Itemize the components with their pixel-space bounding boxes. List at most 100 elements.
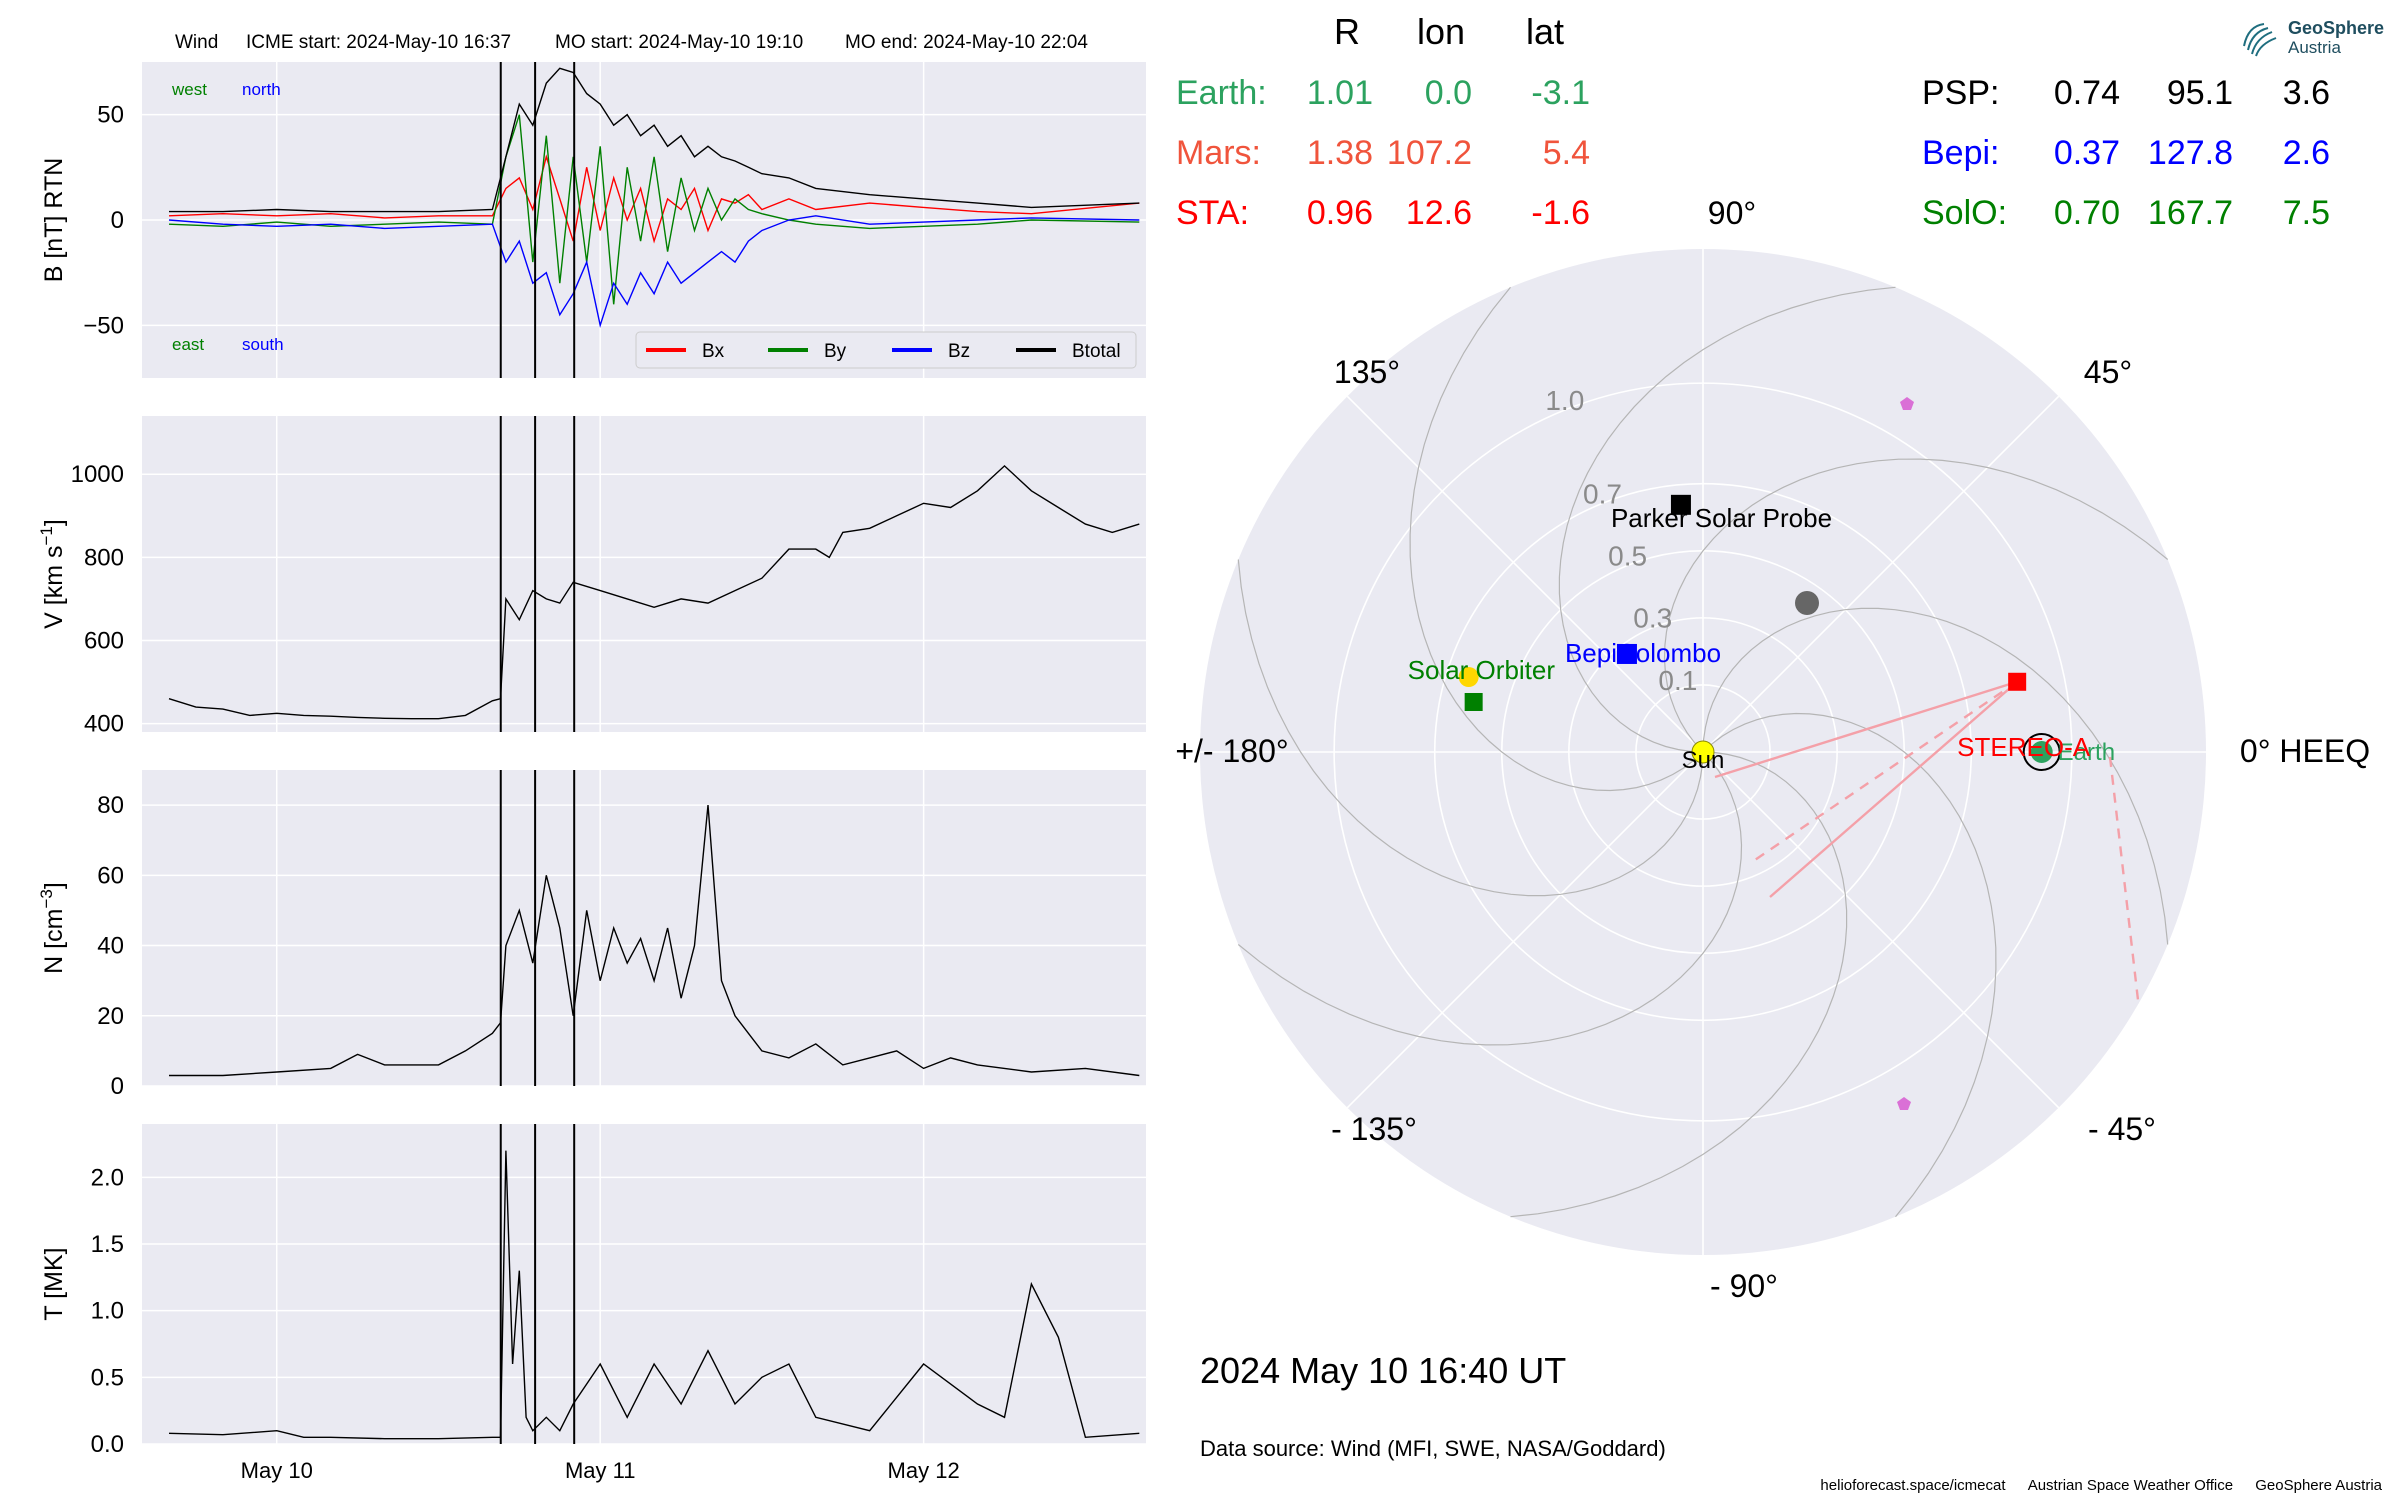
y-axis-label-end: ] bbox=[40, 882, 68, 889]
comet-marker bbox=[1900, 397, 1914, 410]
angle-gridline bbox=[1346, 395, 1704, 753]
series-line-by bbox=[168, 114, 1140, 305]
radial-tick-label: 0.1 bbox=[1658, 665, 1697, 696]
footer-office: Austrian Space Weather Office bbox=[2027, 1477, 2234, 1494]
x-tick-label: May 10 bbox=[241, 1458, 313, 1483]
parker-spiral-line bbox=[1702, 607, 2169, 945]
y-axis-label-superscript: −3 bbox=[37, 889, 56, 908]
table-header: R bbox=[1334, 11, 1360, 52]
label-north: north bbox=[242, 80, 281, 99]
y-tick-label: 2.0 bbox=[91, 1164, 124, 1191]
label-east: east bbox=[172, 335, 204, 354]
table-header: lat bbox=[1526, 11, 1564, 52]
y-tick-label: 600 bbox=[84, 628, 124, 655]
stereo-a-line-dashed bbox=[2108, 756, 2140, 1001]
psp-label: Parker Solar Probe bbox=[1611, 503, 1832, 533]
table-right-lat: 2.6 bbox=[2283, 134, 2330, 172]
table-right-lon: 95.1 bbox=[2167, 74, 2233, 112]
radial-tick-label: 0.5 bbox=[1608, 540, 1647, 571]
table-left-r: 1.38 bbox=[1307, 134, 1373, 172]
table-left-lat: -1.6 bbox=[1531, 194, 1590, 232]
sun-marker bbox=[1691, 740, 1715, 764]
angle-label: - 45° bbox=[2088, 1111, 2156, 1147]
geosphere-logo: GeoSphere Austria bbox=[2238, 12, 2388, 64]
angle-label: - 135° bbox=[1331, 1111, 1417, 1147]
panel-1: 50 0 −50 B [nT] RTN bbox=[40, 62, 1146, 378]
table-left-lon: 12.6 bbox=[1406, 194, 1472, 232]
header-mo-start: MO start: 2024-May-10 19:10 bbox=[555, 32, 803, 53]
footer-url[interactable]: helioforecast.space/icmecat bbox=[1820, 1477, 2006, 1494]
stereo-a-line bbox=[1714, 680, 2018, 779]
table-right-r: 0.74 bbox=[2054, 74, 2120, 112]
table-left-lon: 0.0 bbox=[1425, 74, 1472, 112]
panel-4: 2.0 1.5 1.0 0.5 0.0 T [MK] bbox=[40, 1124, 1146, 1458]
label-south: south bbox=[242, 335, 284, 354]
angle-label: 135° bbox=[1334, 354, 1400, 390]
legend: Bx By Bz Btotal bbox=[635, 331, 1137, 369]
table-left-name: Mars: bbox=[1176, 134, 1261, 172]
series-line-bz bbox=[168, 215, 1140, 329]
logo-line2: Austria bbox=[2288, 38, 2341, 57]
footer-credits: helioforecast.space/icmecat Austrian Spa… bbox=[1802, 1477, 2382, 1494]
legend-label-btotal: Btotal bbox=[1072, 341, 1121, 362]
table-right-lon: 127.8 bbox=[2148, 134, 2233, 172]
series-line-t bbox=[168, 1150, 1140, 1440]
y-axis-label-text: B [nT] RTN bbox=[40, 158, 68, 283]
table-right-lon: 167.7 bbox=[2148, 194, 2233, 232]
radial-tick-label: 0.7 bbox=[1583, 478, 1622, 509]
y-tick-label: 0 bbox=[111, 207, 124, 234]
timestamp: 2024 May 10 16:40 UT bbox=[1200, 1350, 1566, 1391]
table-right-name: PSP: bbox=[1922, 74, 1999, 112]
table-left-lon: 107.2 bbox=[1387, 134, 1472, 172]
y-tick-label: 1000 bbox=[71, 461, 124, 488]
y-axis-label: T [MK] bbox=[40, 1247, 68, 1320]
series-line-v bbox=[168, 464, 1140, 720]
angle-label: 45° bbox=[2084, 354, 2132, 390]
angle-label: 0° HEEQ bbox=[2240, 733, 2370, 769]
x-tick-label: May 12 bbox=[888, 1458, 960, 1483]
legend-label-by: By bbox=[824, 341, 847, 362]
footer-org: GeoSphere Austria bbox=[2255, 1477, 2382, 1494]
earth-ring bbox=[2022, 733, 2061, 771]
y-axis-label: N [cm−3] bbox=[37, 882, 68, 974]
y-tick-label: 40 bbox=[97, 933, 124, 960]
parker-spiral-line bbox=[1558, 286, 1896, 753]
stereo-a-marker bbox=[2008, 672, 2027, 691]
geosphere-logo-mark-icon bbox=[2243, 23, 2277, 57]
legend-label-bx: Bx bbox=[702, 341, 725, 362]
y-axis-label-text: N [cm bbox=[40, 909, 68, 974]
radial-tick-label: 1.0 bbox=[1545, 385, 1584, 416]
y-tick-label: 0 bbox=[111, 1073, 124, 1100]
table-right-lat: 7.5 bbox=[2283, 194, 2330, 232]
y-axis-label: B [nT] RTN bbox=[40, 158, 68, 283]
stereo-a-label: STEREO-A bbox=[1957, 732, 2091, 762]
angle-label: - 90° bbox=[1710, 1268, 1778, 1304]
solo-sun-marker bbox=[1458, 666, 1479, 687]
y-axis-label-text: V [km s bbox=[40, 546, 68, 629]
series-line-n bbox=[169, 805, 1140, 1077]
table-right-name: Bepi: bbox=[1922, 134, 2000, 172]
table-left-name: STA: bbox=[1176, 194, 1249, 232]
panel-2: 1000 800 600 400 V [km s−1] bbox=[37, 416, 1146, 738]
bepi-marker bbox=[1616, 643, 1637, 664]
parker-spiral-line bbox=[1702, 712, 1997, 1218]
radial-tick-label: 0.3 bbox=[1633, 603, 1672, 634]
logo-line1: GeoSphere bbox=[2288, 18, 2385, 38]
table-left-lat: -3.1 bbox=[1531, 74, 1590, 112]
planet-marker bbox=[1795, 591, 1819, 615]
polar-plot: 0.1 0.3 0.5 0.7 1.0 0° HEEQ 45° 90° 135° +/- 180°… bbox=[1175, 195, 2370, 1304]
table-left-r: 1.01 bbox=[1307, 74, 1373, 112]
timeseries-panels: Wind ICME start: 2024-May-10 16:37 MO star… bbox=[37, 32, 1146, 1483]
panel-background bbox=[142, 416, 1146, 732]
parker-spiral-line bbox=[1237, 559, 1704, 897]
comet-marker bbox=[1897, 1097, 1911, 1110]
header-mo-end: MO end: 2024-May-10 22:04 bbox=[845, 32, 1088, 53]
y-tick-label: −50 bbox=[83, 312, 124, 339]
panel-background bbox=[142, 1124, 1146, 1444]
label-west: west bbox=[171, 80, 207, 99]
angle-gridline bbox=[1702, 751, 2060, 1109]
panel-background bbox=[142, 770, 1146, 1086]
legend-label-bz: Bz bbox=[948, 341, 970, 362]
